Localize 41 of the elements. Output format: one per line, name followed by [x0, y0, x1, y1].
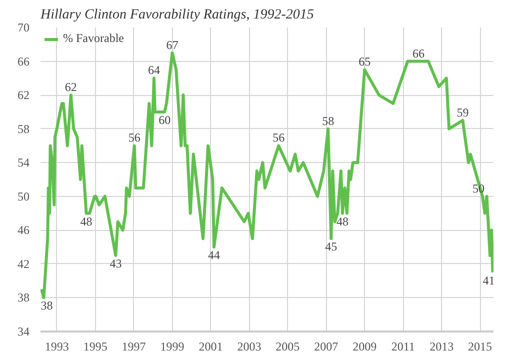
x-tick-label: 1999 — [160, 340, 184, 354]
legend-label: % Favorable — [63, 31, 124, 46]
y-tick-label: 34 — [18, 324, 30, 338]
annotation: 62 — [64, 80, 77, 94]
y-tick-label: 66 — [18, 54, 30, 68]
y-tick-label: 46 — [18, 223, 30, 238]
annotation: 48 — [336, 214, 348, 228]
annotation: 59 — [456, 105, 469, 120]
annotation: 56 — [128, 130, 140, 145]
x-tick-label: 1993 — [44, 340, 69, 354]
annotation: 58 — [322, 114, 334, 128]
x-tick-label: 1995 — [83, 340, 108, 354]
x-tick-label: 2015 — [468, 340, 492, 354]
annotation: 45 — [325, 240, 338, 254]
x-tick-label: 1997 — [122, 340, 146, 354]
x-tick-label: 2009 — [352, 340, 377, 354]
y-tick-label: 54 — [18, 156, 30, 170]
annotation: 44 — [208, 248, 220, 262]
y-tick-label: 62 — [18, 88, 30, 102]
y-tick-label: 70 — [18, 20, 30, 34]
annotation: 56 — [272, 130, 285, 145]
annotation: 48 — [80, 214, 92, 228]
annotation: 43 — [110, 256, 122, 270]
line-series — [40, 51, 494, 300]
annotation: 64 — [148, 63, 160, 78]
y-tick-label: 42 — [18, 256, 30, 271]
y-tick-label: 58 — [18, 122, 30, 136]
annotation: 66 — [412, 46, 424, 60]
annotation: 65 — [358, 54, 371, 69]
annotation: 38 — [40, 298, 53, 313]
y-tick-label: 38 — [18, 290, 30, 305]
x-tick-label: 2007 — [314, 340, 338, 354]
annotation: 67 — [166, 38, 178, 52]
x-tick-label: 2005 — [276, 340, 300, 354]
y-tick-label: 50 — [18, 189, 30, 204]
x-tick-label: 2001 — [198, 340, 223, 354]
x-tick-label: 2003 — [237, 340, 262, 354]
x-tick-label: 2011 — [391, 340, 415, 354]
annotation: 60 — [158, 112, 171, 127]
x-tick-label: 2013 — [430, 340, 454, 354]
chart-title: Hillary Clinton Favorability Ratings, 1992-2015 — [40, 8, 314, 22]
